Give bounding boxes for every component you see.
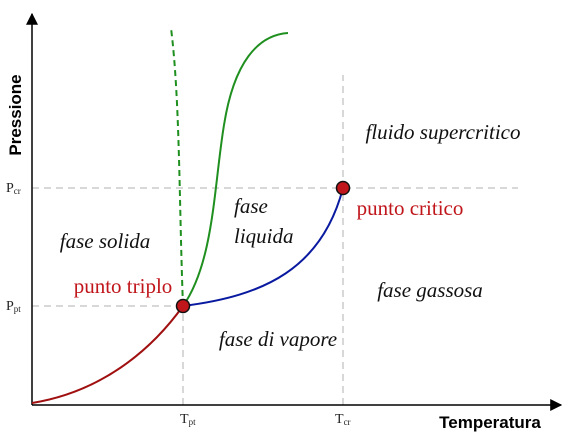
- tick-sub: cr: [14, 186, 21, 196]
- tick-label: Pcr: [6, 181, 21, 196]
- region-label: liquida: [234, 224, 294, 248]
- tick-sub: pt: [189, 417, 197, 427]
- region-label: fase: [234, 194, 268, 218]
- region-label: fase solida: [60, 229, 150, 253]
- tick-label: Tpt: [180, 412, 196, 427]
- tick-label: Ppt: [6, 299, 21, 314]
- region-label: fluido supercritico: [366, 120, 521, 144]
- tick-main: T: [180, 412, 189, 427]
- x-axis-label: Temperatura: [439, 413, 541, 432]
- tick-label: Tcr: [335, 412, 351, 427]
- y-axis-label: Pressione: [6, 74, 25, 155]
- region-label: fase gassosa: [377, 278, 483, 302]
- tick-sub: cr: [344, 417, 351, 427]
- tick-sub: pt: [14, 304, 22, 314]
- point-label: punto critico: [357, 196, 464, 220]
- tick-main: T: [335, 412, 344, 427]
- point-label: punto triplo: [74, 274, 173, 298]
- fusion-curve: [182, 32, 289, 307]
- vaporization-curve: [182, 187, 344, 307]
- fusion-curve-anomalous: [170, 27, 184, 307]
- sublimation-curve: [31, 305, 184, 404]
- triple-point: [175, 298, 191, 314]
- region-label: fase di vapore: [219, 327, 337, 351]
- tick-main: P: [6, 181, 14, 196]
- critical-point: [335, 180, 351, 196]
- tick-main: P: [6, 299, 14, 314]
